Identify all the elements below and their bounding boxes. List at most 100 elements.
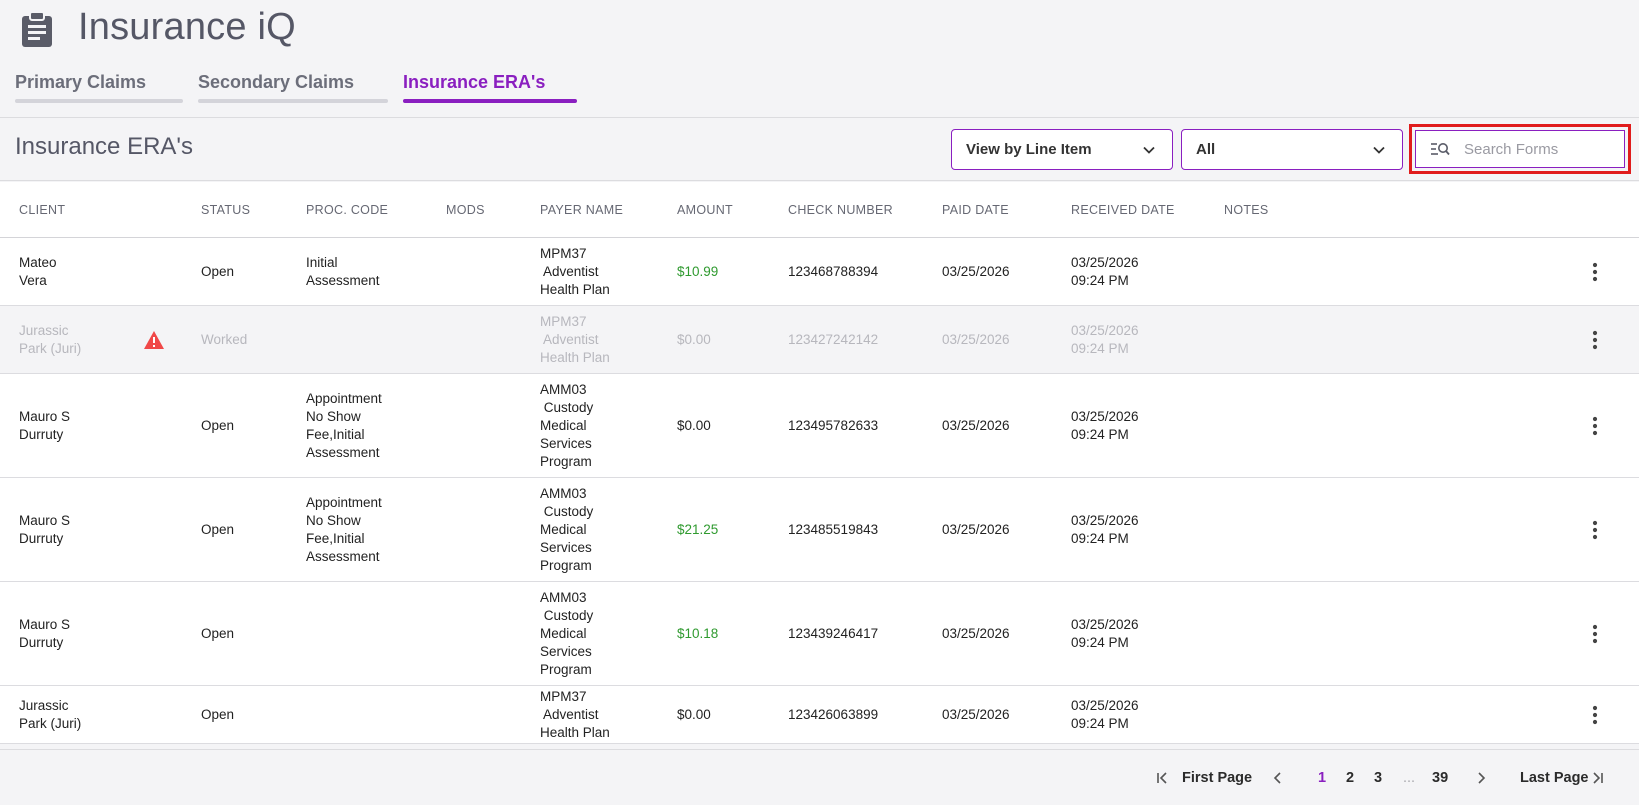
check-number: 123427242142 <box>788 332 879 347</box>
payer-name-line: Health Plan <box>540 350 610 365</box>
client-name-line: Jurassic <box>19 323 69 338</box>
more-options-icon[interactable] <box>1589 704 1601 726</box>
payer-name: AMM03 Custody Medical Services Program <box>540 589 593 679</box>
search-box[interactable] <box>1415 130 1625 168</box>
proc-code: Initial Assessment <box>306 254 380 290</box>
payer-name: MPM37 Adventist Health Plan <box>540 688 610 742</box>
check-number: 123468788394 <box>788 264 879 279</box>
column-header-mods[interactable]: MODS <box>446 203 485 217</box>
page-title: Insurance ERA's <box>15 133 193 160</box>
payer-name-line: Adventist <box>540 264 599 279</box>
previous-page-icon[interactable] <box>1271 771 1285 785</box>
more-options-icon[interactable] <box>1589 519 1601 541</box>
tab-primary-claims[interactable]: Primary Claims <box>15 72 183 103</box>
table-row[interactable]: Mauro S Durruty Open Appointment No Show Fee,… <box>0 478 1639 582</box>
amount: $0.00 <box>677 332 711 347</box>
amount: $0.00 <box>677 418 711 433</box>
tab-label: Primary Claims <box>15 72 147 92</box>
payer-name-line: MPM37 <box>540 689 587 704</box>
received-date-line: 03/25/2026 <box>1071 255 1139 270</box>
next-page-icon[interactable] <box>1474 771 1488 785</box>
page-3-button[interactable]: 3 <box>1374 770 1383 786</box>
payer-name-line: Services <box>540 540 592 555</box>
payer-name-line: Health Plan <box>540 282 610 297</box>
proc-code: Appointment No Show Fee,Initial Assessment <box>306 390 382 462</box>
payer-name: MPM37 Adventist Health Plan <box>540 245 610 299</box>
page-last-number-button[interactable]: 39 <box>1432 770 1449 786</box>
tab-insurance-eras[interactable]: Insurance ERA's <box>403 72 577 103</box>
received-date-line: 09:24 PM <box>1071 635 1129 650</box>
client-name-line: Mauro S <box>19 513 71 528</box>
search-list-icon <box>1431 143 1450 156</box>
payer-name-line: Program <box>540 662 592 677</box>
client-name: Mauro S Durruty <box>19 616 70 652</box>
column-header-client[interactable]: CLIENT <box>19 203 66 217</box>
received-date-line: 03/25/2026 <box>1071 617 1139 632</box>
payer-name-line: Custody <box>540 400 594 415</box>
column-header-received-date[interactable]: RECEIVED DATE <box>1071 203 1175 217</box>
payer-name-line: Program <box>540 558 592 573</box>
more-options-icon[interactable] <box>1589 261 1601 283</box>
client-name: Jurassic Park (Juri) <box>19 697 81 733</box>
page-2-button[interactable]: 2 <box>1346 770 1355 786</box>
status-text: Open <box>201 418 235 433</box>
status-text: Worked <box>201 332 248 347</box>
first-page-button[interactable]: First Page <box>1182 770 1253 786</box>
received-date-line: 09:24 PM <box>1071 341 1129 356</box>
view-mode-select[interactable]: View by Line Item <box>951 129 1173 170</box>
proc-code-line: Assessment <box>306 445 380 460</box>
warning-icon[interactable] <box>143 330 165 350</box>
column-header-amount[interactable]: AMOUNT <box>677 203 733 217</box>
received-date: 03/25/2026 09:24 PM <box>1071 697 1139 733</box>
last-page-icon[interactable] <box>1590 771 1604 785</box>
proc-code-line: No Show <box>306 409 361 424</box>
column-header-check-number[interactable]: CHECK NUMBER <box>788 203 893 217</box>
payer-name-line: Program <box>540 454 592 469</box>
payer-name: AMM03 Custody Medical Services Program <box>540 485 593 575</box>
table-row[interactable]: Mauro S Durruty Open AMM03 Custody Medical Se… <box>0 582 1639 686</box>
received-date: 03/25/2026 09:24 PM <box>1071 322 1139 358</box>
table-row[interactable]: Jurassic Park (Juri) Open MPM37 Adventist He… <box>0 686 1639 744</box>
tab-underline <box>15 99 183 103</box>
client-name-line: Mateo <box>19 255 57 270</box>
payer-name-line: Services <box>540 644 592 659</box>
more-options-icon[interactable] <box>1589 623 1601 645</box>
search-input[interactable] <box>1464 140 1614 158</box>
more-options-icon[interactable] <box>1589 415 1601 437</box>
last-page-button[interactable]: Last Page <box>1520 770 1589 786</box>
amount: $0.00 <box>677 707 711 722</box>
payer-name-line: MPM37 <box>540 314 587 329</box>
column-header-payer-name[interactable]: PAYER NAME <box>540 203 624 217</box>
table-row[interactable]: Jurassic Park (Juri) Worked MPM37 Adventist… <box>0 306 1639 374</box>
era-table: CLIENT STATUS PROC. CODE MODS PAYER NAME… <box>0 182 1639 744</box>
table-row[interactable]: Mauro S Durruty Open Appointment No Show Fee,… <box>0 374 1639 478</box>
status-filter-select[interactable]: All <box>1181 129 1403 170</box>
received-date-line: 03/25/2026 <box>1071 323 1139 338</box>
payer-name-line: Medical <box>540 626 587 641</box>
client-name: Mauro S Durruty <box>19 512 70 548</box>
toolbar: Insurance ERA's View by Line Item All <box>0 119 1639 181</box>
column-header-proc-code[interactable]: PROC. CODE <box>306 203 389 217</box>
status-text: Open <box>201 707 235 722</box>
payer-name-line: Custody <box>540 504 594 519</box>
payer-name: MPM37 Adventist Health Plan <box>540 313 610 367</box>
more-options-icon[interactable] <box>1589 329 1601 351</box>
received-date-line: 03/25/2026 <box>1071 409 1139 424</box>
column-header-notes[interactable]: NOTES <box>1224 203 1269 217</box>
view-mode-value: View by Line Item <box>966 141 1092 158</box>
proc-code-line: Fee,Initial <box>306 427 365 442</box>
received-date-line: 09:24 PM <box>1071 273 1129 288</box>
page-1-button[interactable]: 1 <box>1318 770 1327 786</box>
client-name: Mateo Vera <box>19 254 57 290</box>
first-page-icon[interactable] <box>1156 771 1170 785</box>
received-date-line: 09:24 PM <box>1071 427 1129 442</box>
tab-secondary-claims[interactable]: Secondary Claims <box>198 72 388 103</box>
received-date-line: 03/25/2026 <box>1071 513 1139 528</box>
client-name-line: Park (Juri) <box>19 716 82 731</box>
column-header-status[interactable]: STATUS <box>201 203 251 217</box>
proc-code-line: Fee,Initial <box>306 531 365 546</box>
client-name-line: Durruty <box>19 531 64 546</box>
table-row[interactable]: Mateo Vera Open Initial Assessment MPM37 Adve… <box>0 238 1639 306</box>
column-header-paid-date[interactable]: PAID DATE <box>942 203 1009 217</box>
amount: $21.25 <box>677 522 719 537</box>
